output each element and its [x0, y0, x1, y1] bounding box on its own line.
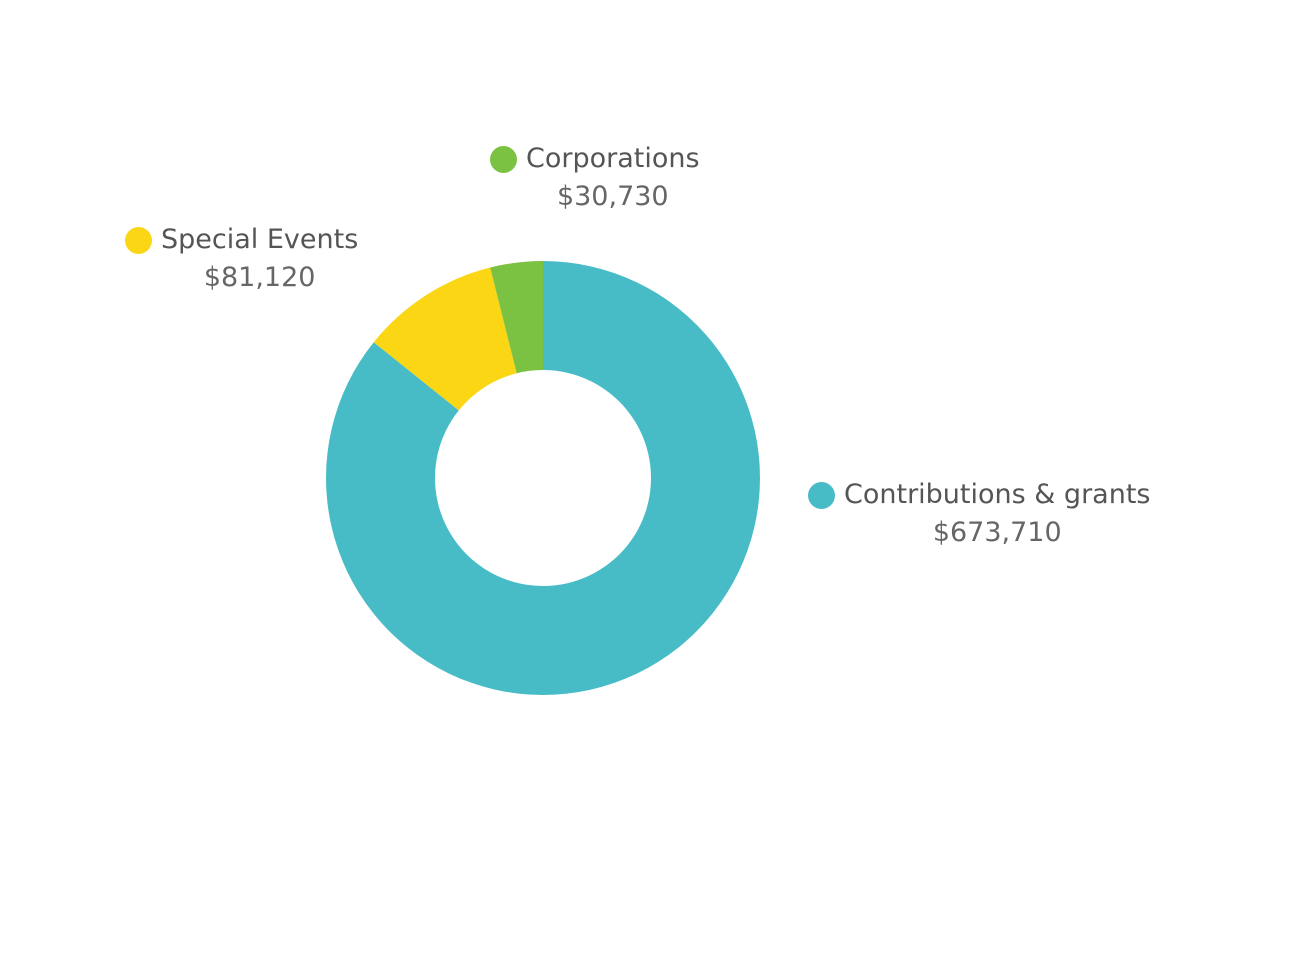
category-label-corporations: Corporations: [526, 143, 700, 174]
slice-label-corporations: Corporations $30,730: [490, 140, 700, 216]
slice-contributions: [326, 261, 761, 695]
slice-label-contributions: Contributions & grants $673,710: [808, 476, 1150, 552]
slice-special-events: [373, 267, 517, 411]
legend-dot-corporations: [490, 145, 517, 173]
value-label-contributions: $673,710: [932, 517, 1062, 548]
legend-dot-contributions: [808, 481, 835, 509]
slice-label-special-events: Special Events $81,120: [125, 221, 358, 297]
value-label-special-events: $81,120: [203, 262, 316, 293]
legend-dot-special-events: [125, 226, 152, 254]
slice-corporations: [490, 261, 543, 374]
category-label-contributions: Contributions & grants: [844, 479, 1151, 510]
category-label-special-events: Special Events: [161, 224, 359, 255]
donut-slices: [326, 261, 761, 695]
value-label-corporations: $30,730: [556, 181, 669, 212]
